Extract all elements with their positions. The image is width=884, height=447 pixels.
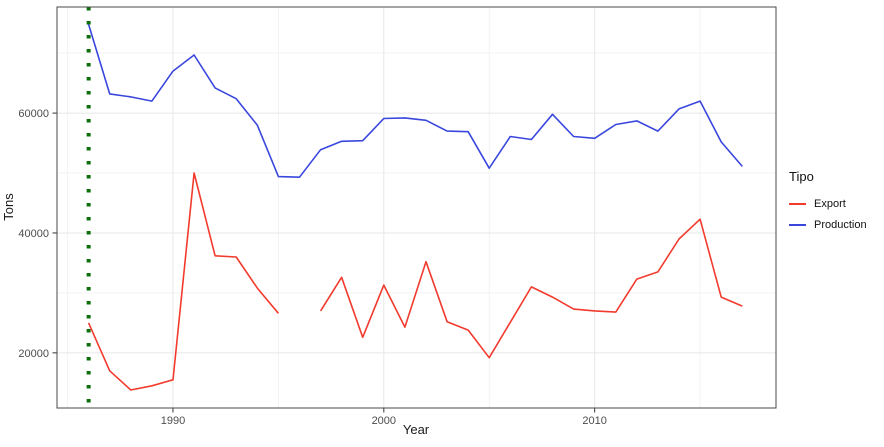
y-tick-label: 20000	[18, 348, 49, 360]
y-tick-label: 60000	[18, 108, 49, 120]
production-line-key-icon	[789, 223, 806, 226]
export-line-key-icon	[789, 202, 806, 205]
legend-label-export: Export	[814, 197, 846, 210]
legend-label-production: Production	[814, 218, 867, 231]
chart-generated-layer: 1990 2000 2010 20000 40000 60000	[18, 7, 776, 427]
legend-item-production: Production	[789, 214, 867, 235]
x-tick-label: 1990	[161, 415, 185, 427]
series-line-production	[87, 24, 743, 178]
y-axis-title: Tons	[1, 193, 16, 221]
x-tick-label: 2010	[582, 415, 606, 427]
series-line-export	[87, 172, 280, 391]
y-tick-label: 40000	[18, 228, 49, 240]
x-tick-label: 2000	[372, 415, 396, 427]
plot-panel-border	[56, 6, 777, 409]
series-line-export	[319, 218, 743, 359]
x-axis-title: Year	[403, 422, 430, 437]
legend-title: Tipo	[789, 169, 814, 184]
legend-item-export: Export	[789, 193, 867, 214]
legend: Tipo Export Production	[789, 169, 867, 235]
